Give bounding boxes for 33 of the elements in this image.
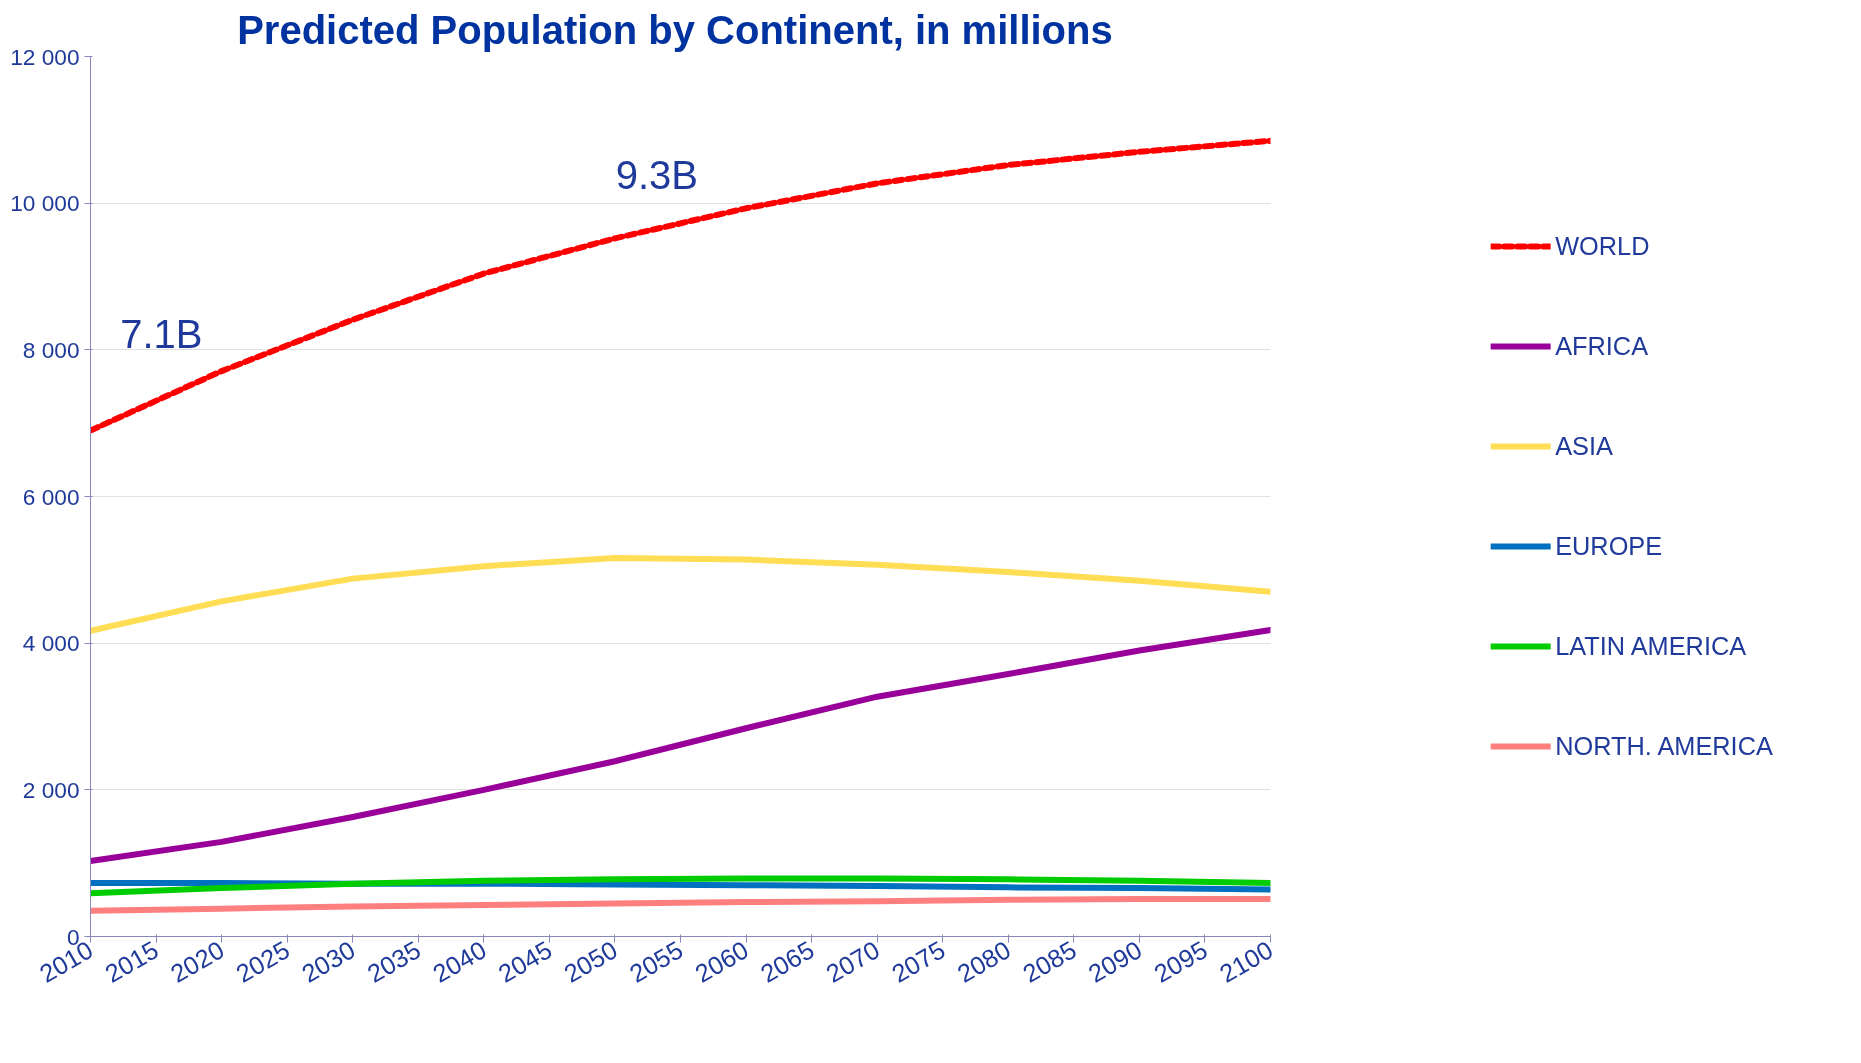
x-tick-label: 2035: [362, 935, 426, 988]
x-tick-label: 2050: [559, 935, 622, 988]
y-tick-label: 8 000: [22, 336, 80, 363]
legend-label: AFRICA: [1555, 331, 1649, 361]
legend-label: NORTH. AMERICA: [1555, 731, 1773, 761]
y-tick-label: 12 000: [10, 43, 80, 70]
x-tick-label: 2075: [886, 935, 950, 988]
x-tick-label: 2100: [1214, 935, 1278, 988]
legend-label: LATIN AMERICA: [1555, 631, 1747, 661]
x-tick-label: 2030: [296, 935, 360, 988]
y-tick-label: 6 000: [22, 483, 80, 510]
legend-label: EUROPE: [1555, 531, 1663, 561]
x-tick-label: 2055: [624, 935, 688, 988]
annotation: 9.3B: [615, 153, 699, 198]
y-tick-label: 2 000: [22, 776, 80, 803]
x-tick-label: 2040: [428, 935, 491, 988]
x-tick-label: 2065: [755, 935, 819, 988]
x-tick-label: 2085: [1018, 935, 1081, 988]
x-tick-label: 2070: [821, 935, 885, 988]
annotation: 7.1B: [120, 311, 203, 356]
y-tick-label: 10 000: [10, 190, 80, 217]
x-tick-label: 2090: [1083, 935, 1147, 988]
x-tick-label: 2025: [231, 935, 295, 988]
x-tick-label: 2080: [952, 935, 1016, 988]
x-tick-label: 2020: [165, 935, 229, 988]
legend-label: WORLD: [1555, 231, 1650, 261]
y-tick-label: 4 000: [22, 630, 80, 657]
x-tick-label: 2045: [493, 935, 557, 988]
chart-title: Predicted Population by Continent, in millions: [237, 7, 1113, 52]
x-tick-label: 2095: [1149, 935, 1212, 988]
x-tick-label: 2015: [100, 935, 164, 988]
x-tick-label: 2060: [690, 935, 754, 988]
legend-label: ASIA: [1555, 431, 1613, 461]
